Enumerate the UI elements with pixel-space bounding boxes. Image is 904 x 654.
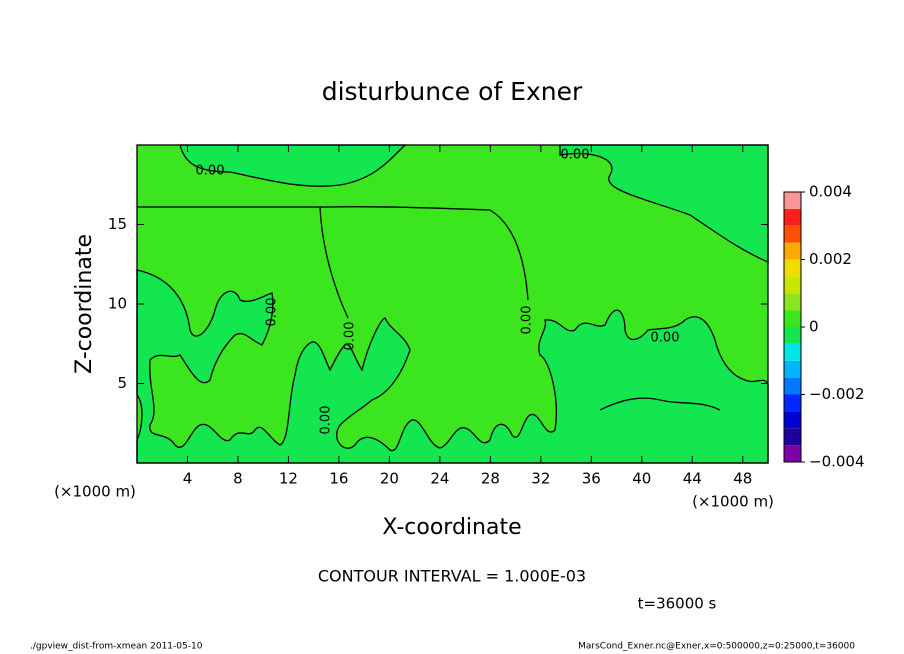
contour-labels: 0.00 0.00 0.00 0.00 0.00 0.00 0.00 (196, 148, 680, 435)
footer-right: MarsCond_Exner.nc@Exner,x=0:500000,z=0:2… (578, 642, 855, 652)
contour-label: 0.00 (319, 406, 334, 435)
colorbar-band (784, 208, 801, 226)
x-tick-label: 4 (183, 470, 193, 488)
x-tick-label: 40 (632, 470, 651, 488)
contour-line (137, 206, 529, 301)
x-tick-label: 48 (733, 470, 752, 488)
colorbar-band (784, 293, 801, 311)
contour-label: 0.00 (651, 331, 680, 346)
x-axis-label: X-coordinate (382, 515, 521, 540)
colorbar-band (784, 310, 801, 327)
colorbar-band (784, 343, 801, 361)
y-axis-label: Z-coordinate (72, 234, 97, 374)
colorbar-tick-label: 0 (809, 318, 819, 336)
contour-line (599, 397, 721, 411)
x-tick-label: 16 (329, 470, 348, 488)
time-label: t=36000 s (638, 595, 717, 613)
contour-label: 0.00 (265, 298, 280, 327)
x-tick-label: 20 (380, 470, 399, 488)
colorbar-band (784, 192, 801, 209)
contour-label: 0.00 (343, 322, 358, 351)
contour-interval: CONTOUR INTERVAL = 1.000E-03 (318, 567, 586, 586)
x-tick-label: 36 (582, 470, 601, 488)
chart-title: disturbunce of Exner (322, 77, 583, 106)
colorbar-band (784, 259, 801, 277)
x-tick-label: 12 (279, 470, 298, 488)
region (559, 144, 769, 263)
colorbar-tick-label: 0.004 (809, 183, 852, 201)
x-tick-label: 44 (683, 470, 702, 488)
contour-label: 0.00 (520, 306, 535, 335)
colorbar-tick-label: −0.002 (809, 385, 865, 403)
contour-label: 0.00 (561, 148, 590, 163)
colorbar-band (784, 225, 801, 243)
colorbar-band (784, 445, 801, 462)
colorbar-band (784, 276, 801, 294)
colorbar-band (784, 394, 801, 412)
colorbar-band (784, 360, 801, 378)
region (136, 269, 769, 464)
colorbar-tick-label: 0.002 (809, 250, 852, 268)
region (179, 144, 407, 187)
contour-line (319, 206, 349, 319)
colorbar-band (784, 428, 801, 446)
x-tick-label: 8 (233, 470, 243, 488)
contour-label: 0.00 (196, 164, 225, 179)
footer-left: ./gpview_dist-from-xmean 2011-05-10 (30, 642, 203, 652)
x-units: (×1000 m) (692, 493, 774, 511)
x-units: (×1000 m) (54, 483, 136, 501)
y-tick-label: 15 (108, 215, 127, 233)
colorbar-band (784, 242, 801, 260)
contour-regions (136, 144, 769, 464)
colorbar-tick-label: −0.004 (809, 453, 865, 471)
x-tick-label: 28 (481, 470, 500, 488)
colorbar-band (784, 411, 801, 429)
colorbar-band (784, 327, 801, 344)
colorbar-band (784, 377, 801, 395)
y-tick-label: 5 (117, 374, 127, 392)
x-tick-label: 24 (430, 470, 449, 488)
x-tick-label: 32 (531, 470, 550, 488)
y-tick-label: 10 (108, 295, 127, 313)
